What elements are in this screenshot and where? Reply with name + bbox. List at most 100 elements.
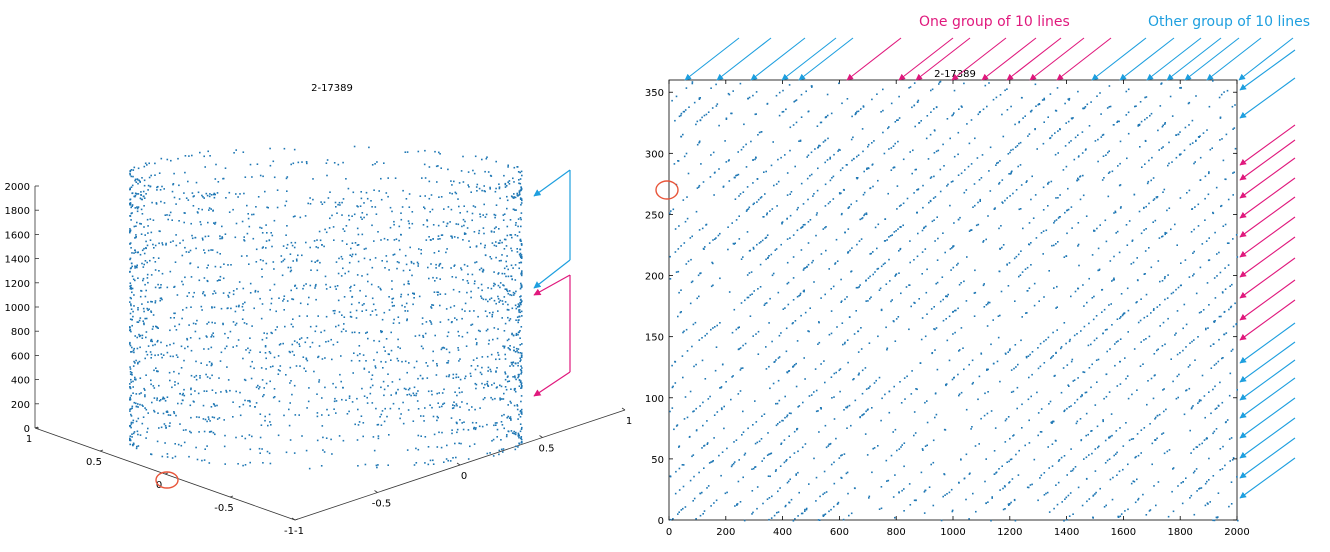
y-tick-label: 150 (645, 333, 664, 344)
data-point (518, 433, 520, 436)
data-point (778, 334, 781, 337)
data-point (462, 239, 464, 241)
data-point (863, 170, 865, 173)
data-point (1176, 310, 1179, 312)
data-point (207, 321, 210, 324)
data-point (833, 505, 835, 508)
data-point (441, 405, 443, 408)
data-point (496, 367, 498, 369)
data-point (1008, 349, 1011, 352)
data-point (227, 307, 229, 309)
data-point (874, 271, 876, 273)
data-point (1122, 468, 1124, 471)
data-point (500, 448, 503, 451)
data-point (437, 224, 440, 227)
data-point (251, 176, 253, 178)
data-point (902, 202, 905, 205)
data-point (1082, 194, 1085, 197)
data-point (1069, 492, 1072, 494)
data-point (323, 201, 326, 204)
data-point (432, 276, 434, 279)
data-point (819, 121, 822, 124)
data-point (134, 179, 136, 182)
data-point (1108, 436, 1110, 439)
data-point (383, 394, 385, 397)
data-point (510, 247, 512, 250)
data-point (682, 199, 685, 201)
data-point (1091, 254, 1094, 256)
data-point (514, 209, 516, 211)
data-point (1103, 308, 1106, 311)
data-point (736, 503, 739, 505)
data-point (934, 416, 936, 419)
data-point (705, 113, 708, 116)
data-point (278, 297, 280, 299)
data-point (443, 461, 445, 463)
data-point (1157, 129, 1159, 132)
magenta-arrow (1239, 257, 1296, 299)
data-point (999, 94, 1002, 96)
data-point (212, 293, 214, 295)
data-point (477, 315, 479, 318)
data-point (517, 418, 519, 420)
data-point (453, 305, 456, 307)
data-point (442, 403, 444, 405)
data-point (909, 151, 911, 153)
data-point (1185, 389, 1187, 392)
data-point (264, 352, 267, 354)
data-point (383, 162, 385, 164)
data-point (1090, 386, 1092, 389)
data-point (672, 518, 674, 520)
data-point (131, 265, 133, 268)
data-point (887, 479, 890, 482)
data-point (182, 392, 184, 395)
data-point (490, 231, 493, 233)
data-point (923, 491, 926, 493)
data-point (359, 289, 361, 292)
data-point (456, 422, 458, 425)
data-point (372, 436, 375, 438)
data-point (129, 243, 131, 245)
data-point (490, 396, 492, 399)
data-point (293, 148, 296, 151)
data-point (265, 357, 267, 360)
data-point (141, 337, 144, 339)
data-point (296, 260, 298, 262)
data-point (775, 183, 778, 185)
data-point (151, 328, 154, 330)
data-point (869, 275, 871, 278)
data-point (520, 438, 523, 441)
data-point (1193, 273, 1195, 275)
data-point (1222, 357, 1224, 359)
data-point (208, 207, 211, 209)
data-point (900, 446, 902, 448)
data-point (1176, 375, 1179, 378)
data-point (1137, 124, 1140, 126)
data-point (158, 384, 160, 387)
data-point (424, 177, 427, 179)
data-point (203, 197, 205, 199)
data-point (1210, 412, 1212, 415)
data-point (220, 391, 222, 393)
data-point (357, 233, 360, 236)
data-point (987, 302, 989, 305)
data-point (1012, 435, 1014, 437)
data-point (927, 158, 930, 160)
data-point (179, 423, 181, 425)
data-point (318, 379, 321, 381)
data-point (440, 348, 443, 351)
data-point (134, 194, 137, 197)
data-point (745, 143, 747, 146)
data-point (991, 497, 993, 499)
data-point (324, 386, 326, 389)
data-point (1097, 446, 1099, 449)
data-point (516, 306, 519, 308)
data-point (464, 233, 467, 235)
data-point (924, 335, 927, 338)
data-point (422, 336, 425, 338)
data-point (302, 356, 305, 358)
data-point (890, 454, 893, 457)
data-point (1048, 467, 1050, 469)
data-point (497, 328, 499, 330)
data-point (130, 297, 132, 300)
